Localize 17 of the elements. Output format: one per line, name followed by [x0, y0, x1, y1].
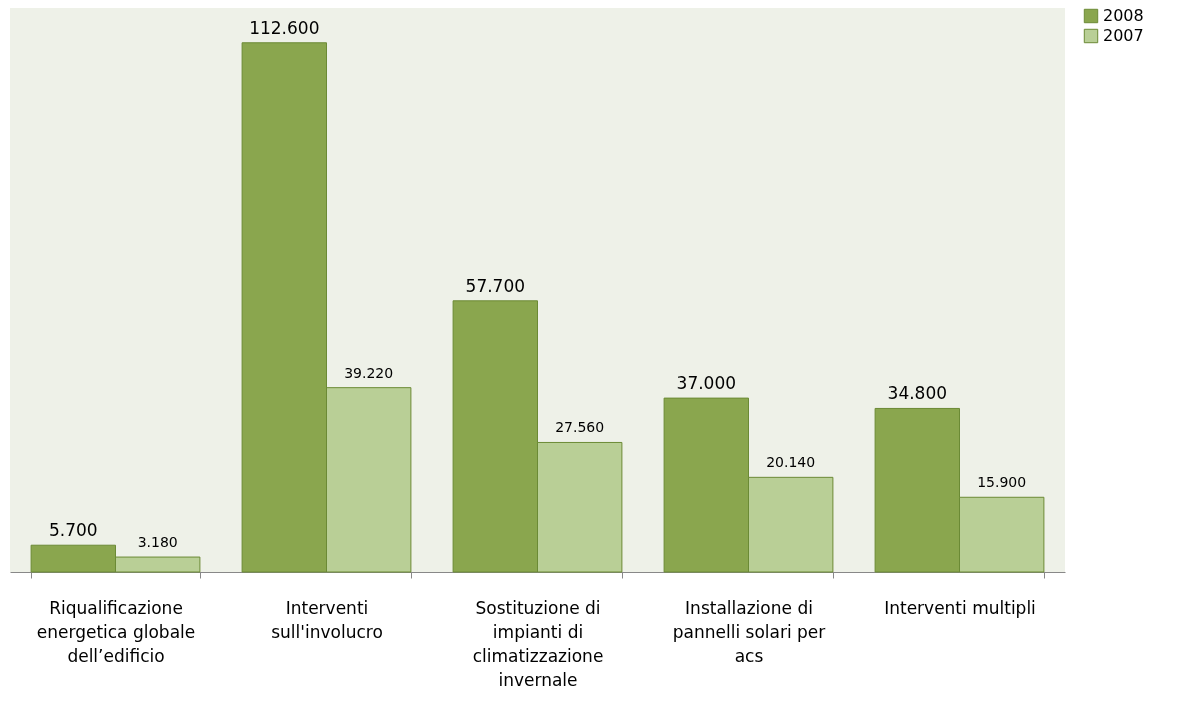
x-tick-label: Interventi sull'involucro [271, 597, 383, 642]
data-label: 112.600 [249, 17, 320, 38]
x-tick-label: Sostituzione di impianti di climatizzazione invernale [472, 597, 604, 690]
data-label: 57.700 [465, 275, 526, 296]
data-label: 5.700 [48, 520, 98, 541]
data-label: 27.560 [555, 419, 605, 436]
data-label: 20.140 [766, 454, 816, 471]
data-label: 37.000 [676, 373, 737, 394]
x-tick-label: Interventi multipli [884, 597, 1036, 618]
data-label: 3.180 [137, 534, 178, 551]
data-label: 34.800 [887, 383, 948, 404]
legend-label: 2007 [1103, 26, 1144, 45]
x-tick-label: Riqualificazione energetica globale dell’edificio [36, 597, 196, 666]
data-label: 15.900 [977, 474, 1027, 491]
legend-label: 2008 [1103, 6, 1144, 25]
x-tick-label: Installazione di pannelli solari per acs [672, 597, 826, 666]
data-label: 39.220 [344, 364, 394, 381]
